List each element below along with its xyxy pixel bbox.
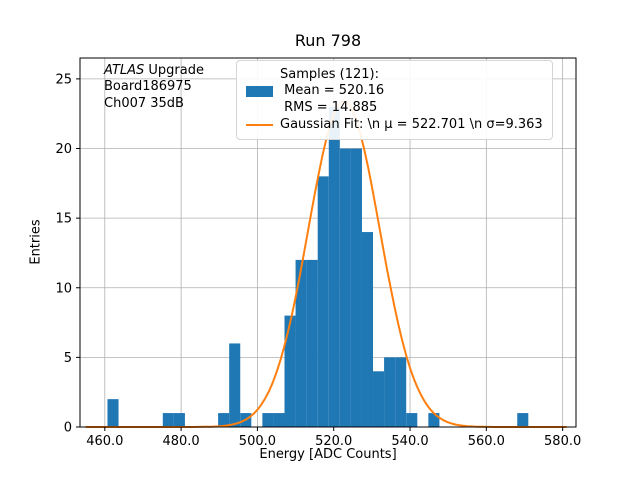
svg-text:10: 10 [55,281,72,296]
annotation-line-1: ATLAS Upgrade [104,63,204,79]
svg-text:15: 15 [55,212,72,227]
svg-text:0: 0 [64,421,72,436]
svg-text:25: 25 [55,72,72,87]
svg-text:20: 20 [55,142,72,157]
svg-text:540.0: 540.0 [391,434,428,449]
legend-samples-swatch [246,85,273,97]
svg-text:500.0: 500.0 [239,434,276,449]
annotation-brand-suffix: Upgrade [144,63,204,78]
legend-entry-samples: Samples (121): Mean = 520.16 RMS = 14.88… [246,67,543,116]
svg-text:5: 5 [64,351,72,366]
legend-fit-label: Gaussian Fit: \n μ = 522.701 \n σ=9.363 [280,116,543,132]
chart-title: Run 798 [294,31,362,50]
legend-fit-handle [246,123,273,126]
svg-text:580.0: 580.0 [544,434,581,449]
svg-text:480.0: 480.0 [162,434,199,449]
annotation-board: Board186975 [104,79,192,95]
x-axis-label: Energy [ADC Counts] [259,447,397,462]
svg-text:520.0: 520.0 [315,434,352,449]
annotation-channel: Ch007 35dB [104,95,184,111]
legend-fit-line [246,123,273,126]
svg-text:560.0: 560.0 [468,434,505,449]
svg-text:460.0: 460.0 [86,434,123,449]
legend: Samples (121): Mean = 520.16 RMS = 14.88… [236,60,553,140]
legend-entry-fit: Gaussian Fit: \n μ = 522.701 \n σ=9.363 [246,117,543,133]
legend-samples-label: Samples (121): Mean = 520.16 RMS = 14.88… [280,67,385,115]
legend-samples-handle [246,85,273,97]
annotation-box: ATLAS Upgrade Board186975 Ch007 35dB [104,63,204,112]
annotation-brand: ATLAS [104,63,145,78]
y-axis-label: Entries [28,219,44,265]
